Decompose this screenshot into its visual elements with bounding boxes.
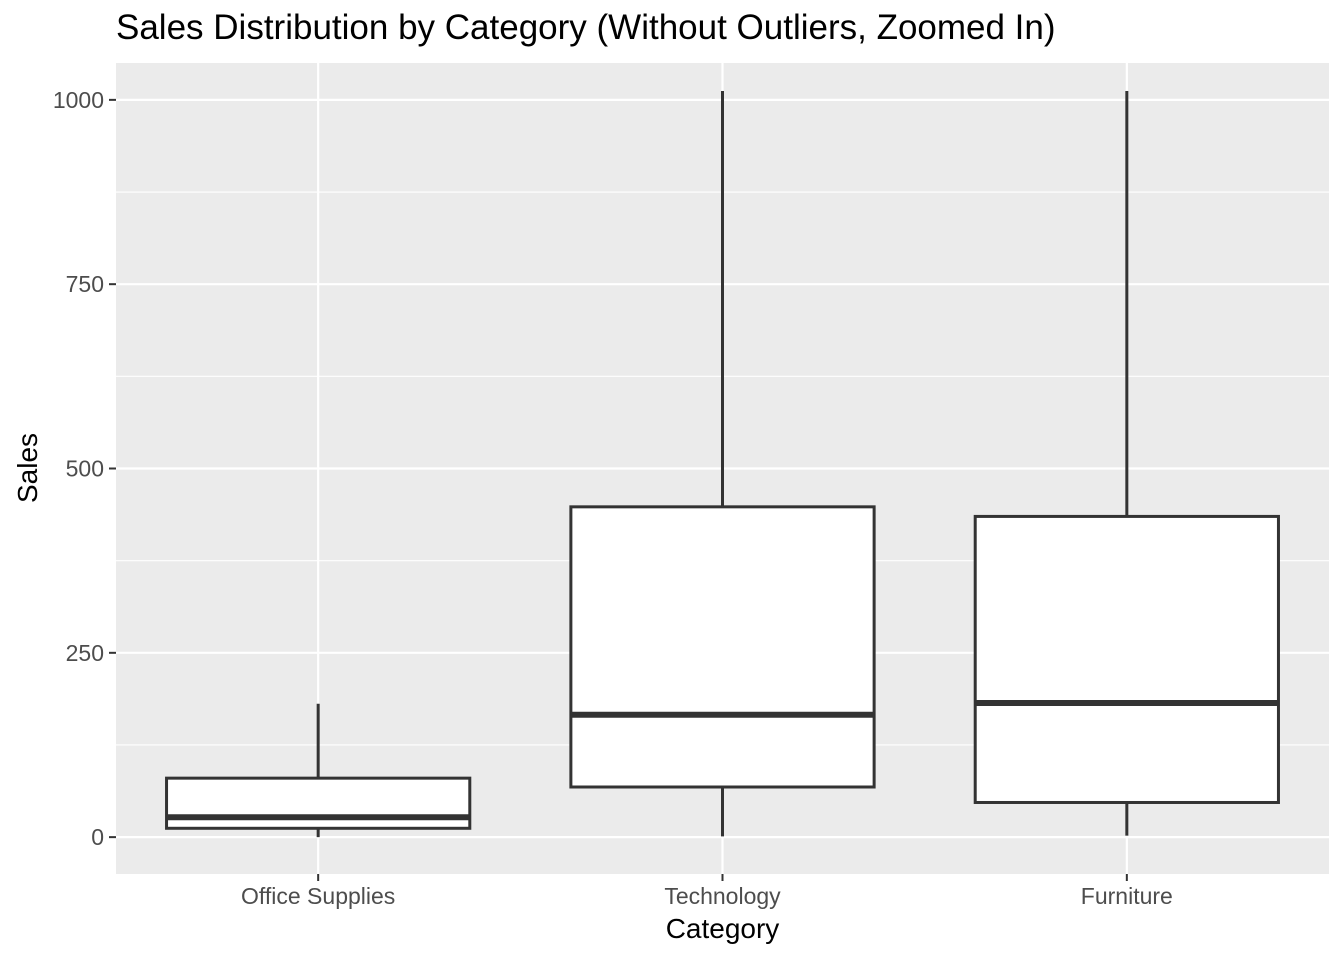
box-furniture (973, 91, 1280, 836)
x-tick-label: Technology (664, 883, 781, 909)
x-axis: Office Supplies Technology Furniture (241, 874, 1173, 909)
y-tick-label: 1000 (53, 87, 104, 113)
x-tick-label: Office Supplies (241, 883, 395, 909)
y-tick-label: 750 (66, 271, 104, 297)
x-tick-label: Furniture (1081, 883, 1173, 909)
boxes (165, 91, 1280, 838)
iqr-box (165, 776, 472, 830)
y-tick-label: 500 (66, 456, 104, 482)
y-axis: 0 250 500 750 1000 (53, 87, 116, 850)
y-tick-label: 250 (66, 640, 104, 666)
box-technology (569, 91, 876, 837)
iqr-box (569, 505, 876, 789)
y-tick-label: 0 (91, 824, 104, 850)
chart-title: Sales Distribution by Category (Without … (116, 8, 1056, 47)
iqr-box (973, 514, 1280, 804)
y-axis-title: Sales (12, 433, 43, 503)
x-axis-title: Category (666, 913, 780, 944)
box-office-supplies (165, 703, 472, 838)
